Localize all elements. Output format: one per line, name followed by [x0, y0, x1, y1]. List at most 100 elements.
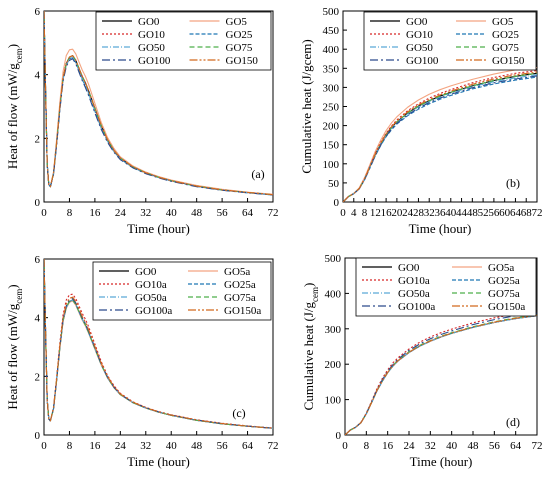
series-line-GO10 — [343, 70, 537, 202]
y-tick-label: 400 — [325, 288, 342, 300]
x-tick-label: 8 — [362, 207, 368, 219]
legend-label: GO50 — [138, 42, 165, 54]
y-tick-label: 400 — [323, 44, 340, 56]
y-tick-label: 50 — [328, 178, 340, 190]
x-tick-label: 24 — [404, 440, 416, 452]
series-line-GO10a — [345, 311, 537, 435]
x-tick-label: 0 — [41, 207, 47, 219]
y-tick-label: 150 — [323, 140, 340, 152]
y-tick-label: 6 — [35, 6, 41, 18]
legend-label: GO100 — [138, 55, 171, 67]
plot-frame — [43, 258, 274, 436]
legend-label: GO25 — [492, 29, 519, 41]
panel-label: (c) — [232, 406, 245, 420]
series-group — [345, 311, 537, 435]
x-tick-label: 20 — [391, 207, 403, 219]
legend-label: GO5a — [224, 266, 250, 278]
x-tick-label: 0 — [41, 440, 47, 452]
x-tick-label: 8 — [364, 440, 370, 452]
legend-box — [92, 261, 272, 321]
legend: GO0 GO5a GO10a GO25a GO50a GO75a GO100a GO150a — [92, 261, 272, 321]
legend-label: GO10a — [135, 279, 167, 291]
x-tick-label: 56 — [489, 440, 501, 452]
y-tick-label: 0 — [35, 430, 41, 442]
legend-label: GO100a — [135, 305, 172, 317]
y-axis-label: Heat of flow (mW/gcem) — [5, 284, 24, 409]
y-axis-label-subscript: cem — [310, 287, 320, 302]
legend-label: GO5a — [488, 262, 514, 274]
y-axis-label-main: Heat of flow (mW/g — [5, 63, 20, 169]
series-line-GO100 — [44, 11, 273, 196]
x-tick-label: 8 — [67, 207, 73, 219]
x-tick-label: 64 — [510, 207, 522, 219]
legend-label: GO0 — [406, 16, 428, 28]
x-axis-label: Time (hour) — [410, 454, 473, 469]
legend-label: GO0 — [138, 16, 160, 28]
plot-frame — [43, 10, 274, 203]
chart-panel-d: 0 100 200 300 400 500 0 8 16 24 32 40 48 56 64 72 Time (… — [301, 253, 543, 469]
x-axis-label: Time (hour) — [127, 221, 190, 236]
legend-label: GO75a — [224, 292, 256, 304]
legend-label: GO75a — [488, 288, 520, 300]
x-tick-label: 68 — [521, 207, 533, 219]
series-line-GO150a — [345, 314, 537, 435]
x-axis-label: Time (hour) — [127, 454, 190, 469]
legend-label: GO150a — [224, 305, 261, 317]
legend-label: GO100a — [398, 301, 435, 313]
x-tick-label: 64 — [242, 440, 254, 452]
legend-label: GO75 — [492, 42, 519, 54]
y-tick-label: 200 — [325, 359, 342, 371]
x-tick-label: 32 — [424, 207, 435, 219]
x-tick-label: 32 — [140, 207, 151, 219]
legend-label: GO150a — [488, 301, 525, 313]
x-tick-label: 8 — [67, 440, 73, 452]
x-tick-label: 56 — [217, 207, 229, 219]
legend-label: GO150 — [226, 55, 259, 67]
legend-label: GO75 — [226, 42, 253, 54]
legend-label: GO10 — [406, 29, 433, 41]
series-line-GO150 — [44, 11, 273, 196]
panel-label: (d) — [506, 415, 520, 429]
y-axis-label-main: Cumulative heat (J/g — [301, 302, 316, 411]
panel-label: (b) — [506, 176, 520, 190]
x-tick-label: 48 — [468, 440, 480, 452]
series-line-GO150a — [44, 259, 273, 429]
series-group — [44, 11, 273, 196]
x-tick-label: 4 — [351, 207, 357, 219]
legend: GO0 GO5a GO10a GO25a GO50a GO75a GO100a GO150a — [355, 257, 537, 317]
y-tick-label: 2 — [35, 371, 41, 383]
legend-label: GO25a — [488, 275, 520, 287]
y-tick-label: 250 — [323, 102, 340, 114]
legend-label: GO25 — [226, 29, 253, 41]
x-tick-label: 28 — [413, 207, 425, 219]
y-axis-label-main: Cumulative heat (J/gcem) — [299, 39, 314, 173]
legend-label: GO10 — [138, 29, 165, 41]
y-tick-label: 500 — [325, 253, 342, 265]
legend-label: GO0 — [398, 262, 420, 274]
x-tick-label: 16 — [89, 440, 101, 452]
y-axis-label: Cumulative heat (J/gcem) — [299, 39, 314, 173]
series-group — [343, 66, 537, 202]
x-tick-label: 48 — [191, 440, 203, 452]
x-tick-label: 32 — [140, 440, 151, 452]
x-tick-label: 64 — [510, 440, 522, 452]
x-tick-label: 72 — [532, 207, 543, 219]
y-tick-label: 4 — [35, 313, 41, 325]
panel-label: (a) — [251, 167, 264, 181]
legend-label: GO50a — [398, 288, 430, 300]
y-tick-label: 500 — [323, 6, 340, 18]
y-axis-label: Cumulative heat (J/gcem) — [301, 283, 320, 411]
legend-label: GO25a — [224, 279, 256, 291]
x-tick-label: 24 — [115, 207, 127, 219]
y-tick-label: 4 — [35, 70, 41, 82]
x-tick-label: 16 — [89, 207, 101, 219]
legend-label: GO50a — [135, 292, 167, 304]
y-tick-label: 100 — [325, 395, 342, 407]
y-tick-label: 300 — [323, 82, 340, 94]
x-tick-label: 72 — [268, 207, 279, 219]
x-tick-label: 40 — [446, 440, 458, 452]
x-tick-label: 56 — [217, 440, 229, 452]
